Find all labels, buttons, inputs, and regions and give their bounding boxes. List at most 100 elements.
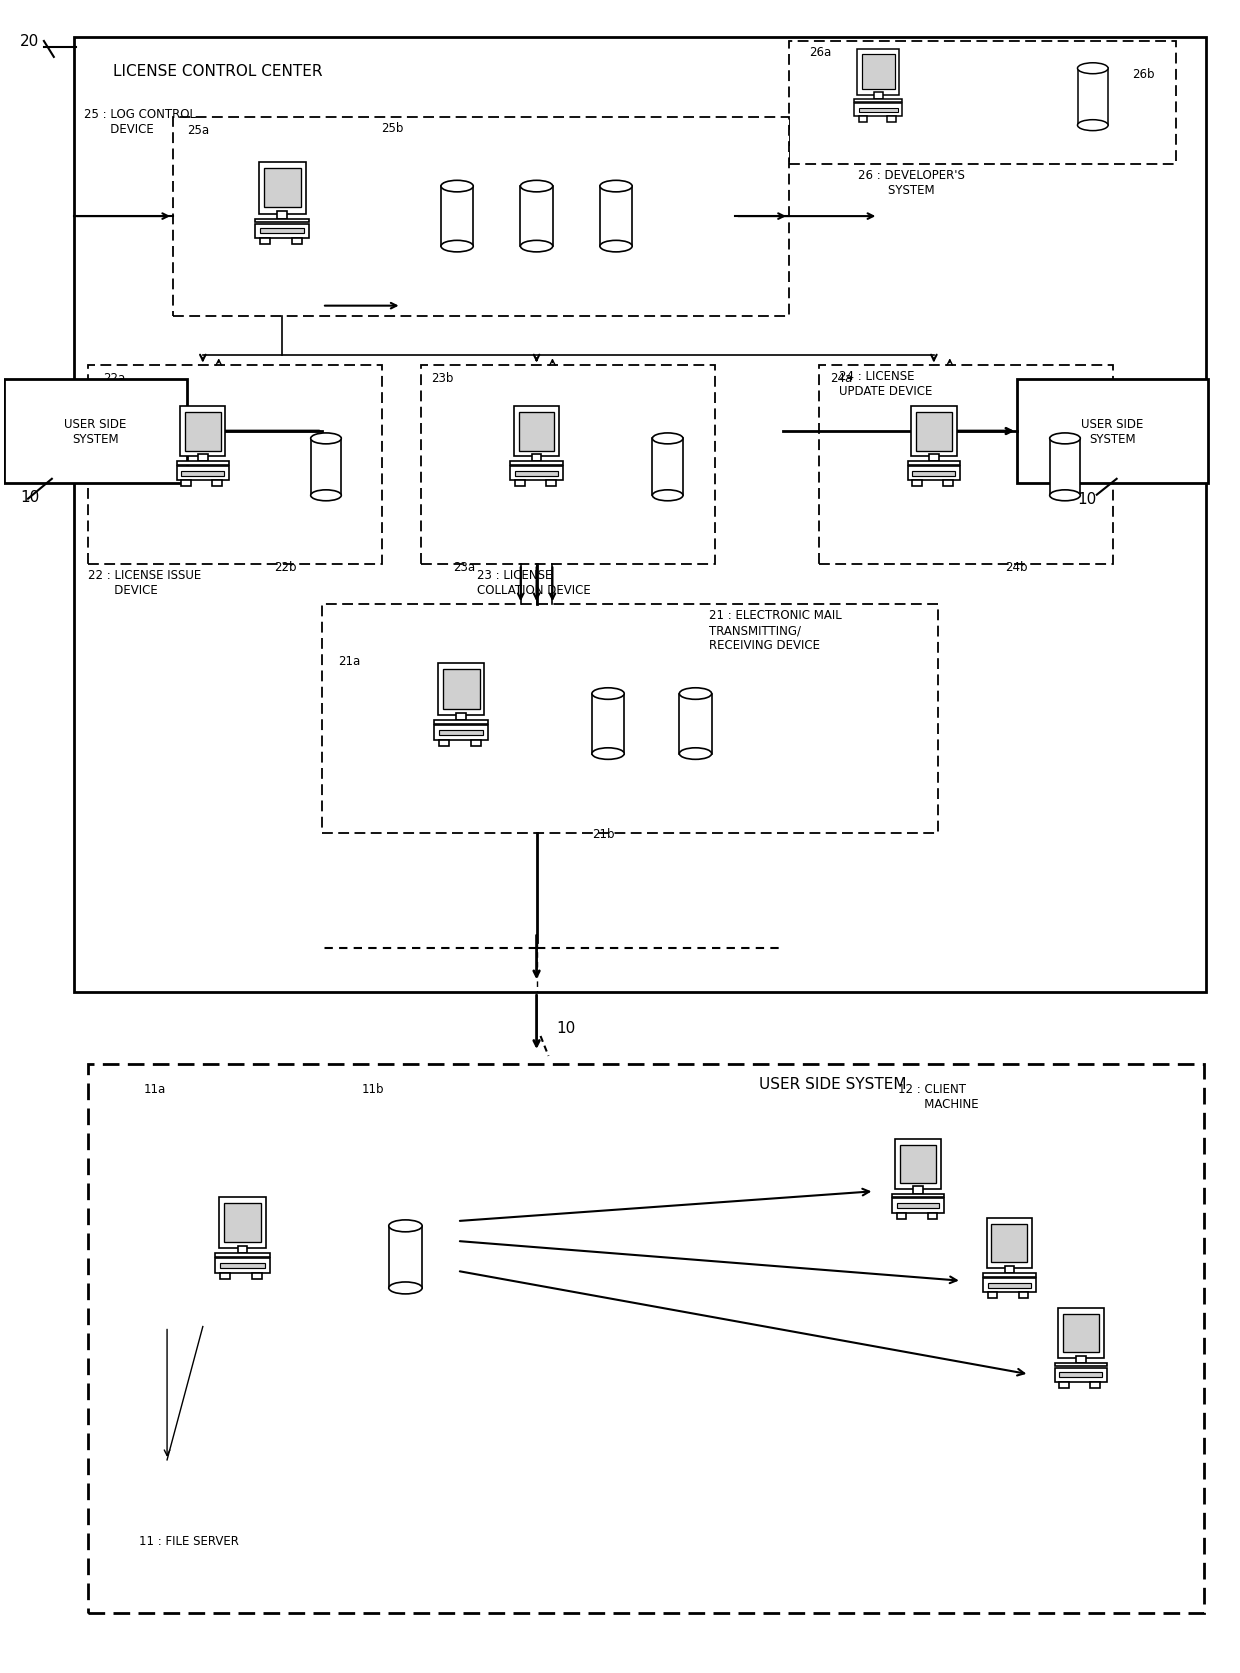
Text: 23a: 23a bbox=[453, 560, 475, 574]
Bar bbox=[219, 1196, 265, 1248]
Ellipse shape bbox=[521, 241, 553, 253]
Text: 12 : CLIENT
       MACHINE: 12 : CLIENT MACHINE bbox=[898, 1082, 978, 1111]
Bar bbox=[185, 413, 221, 452]
Bar bbox=[1059, 1382, 1069, 1389]
Ellipse shape bbox=[389, 1220, 422, 1231]
Bar bbox=[216, 1253, 269, 1258]
Bar bbox=[944, 482, 954, 487]
Bar bbox=[1019, 1293, 1028, 1298]
Bar bbox=[88, 1064, 1204, 1613]
Bar bbox=[858, 117, 867, 122]
Bar bbox=[255, 219, 310, 223]
Bar bbox=[515, 482, 525, 487]
Ellipse shape bbox=[311, 433, 341, 445]
Bar bbox=[513, 407, 559, 457]
Bar bbox=[988, 1283, 1030, 1288]
Bar bbox=[221, 1263, 264, 1268]
Bar bbox=[518, 413, 554, 452]
Text: 26b: 26b bbox=[1132, 69, 1154, 80]
Bar bbox=[434, 726, 489, 741]
Bar bbox=[212, 482, 222, 487]
Bar bbox=[897, 1213, 906, 1220]
Text: USER SIDE SYSTEM: USER SIDE SYSTEM bbox=[759, 1076, 906, 1091]
Ellipse shape bbox=[1050, 433, 1080, 445]
Ellipse shape bbox=[1078, 120, 1109, 132]
Bar bbox=[311, 438, 341, 495]
Bar bbox=[900, 1144, 936, 1183]
Bar bbox=[908, 467, 960, 482]
Bar bbox=[862, 55, 894, 90]
Bar bbox=[181, 482, 191, 487]
Bar bbox=[983, 1273, 1035, 1276]
Bar bbox=[441, 187, 474, 248]
Bar bbox=[854, 104, 903, 117]
Text: 26 : DEVELOPER'S
        SYSTEM: 26 : DEVELOPER'S SYSTEM bbox=[858, 169, 965, 197]
Bar bbox=[916, 413, 952, 452]
Bar bbox=[181, 472, 224, 477]
Bar bbox=[521, 187, 553, 248]
Bar bbox=[176, 467, 229, 482]
Bar bbox=[680, 694, 712, 755]
Bar bbox=[198, 455, 207, 462]
Ellipse shape bbox=[441, 241, 474, 253]
Bar bbox=[515, 472, 558, 477]
Bar bbox=[874, 94, 883, 100]
Bar bbox=[897, 1203, 940, 1208]
Bar bbox=[988, 1293, 997, 1298]
Ellipse shape bbox=[680, 688, 712, 699]
Text: 22a: 22a bbox=[103, 371, 125, 385]
Bar bbox=[255, 224, 310, 239]
Bar bbox=[1004, 1266, 1014, 1273]
Bar bbox=[591, 694, 624, 755]
Bar bbox=[818, 366, 1112, 565]
Ellipse shape bbox=[521, 181, 553, 192]
Text: 10: 10 bbox=[20, 490, 40, 505]
Text: USER SIDE
SYSTEM: USER SIDE SYSTEM bbox=[64, 418, 126, 445]
Bar bbox=[858, 109, 898, 114]
Bar bbox=[983, 1278, 1035, 1293]
Text: 21a: 21a bbox=[339, 654, 360, 668]
Bar bbox=[895, 1139, 941, 1190]
Text: 11b: 11b bbox=[362, 1082, 384, 1096]
Bar bbox=[260, 229, 305, 234]
Ellipse shape bbox=[591, 748, 624, 760]
Bar bbox=[221, 1273, 231, 1280]
Text: 23b: 23b bbox=[432, 371, 454, 385]
Bar bbox=[1063, 1313, 1099, 1352]
Text: 25b: 25b bbox=[382, 122, 404, 134]
Text: 25 : LOG CONTROL
       DEVICE: 25 : LOG CONTROL DEVICE bbox=[83, 107, 196, 136]
Bar bbox=[439, 741, 449, 746]
Bar bbox=[260, 239, 270, 246]
Bar bbox=[471, 741, 481, 746]
Bar bbox=[1090, 1382, 1100, 1389]
Bar bbox=[929, 455, 939, 462]
Bar bbox=[913, 1186, 923, 1195]
Bar bbox=[224, 1203, 262, 1243]
Bar bbox=[1058, 1308, 1104, 1358]
Text: 10: 10 bbox=[1076, 492, 1096, 507]
Bar bbox=[600, 187, 632, 248]
Bar bbox=[546, 482, 556, 487]
Bar bbox=[180, 407, 226, 457]
Bar bbox=[434, 721, 489, 724]
Bar bbox=[278, 212, 288, 219]
Bar bbox=[789, 42, 1177, 166]
Text: 12: 12 bbox=[1009, 1240, 1024, 1251]
Ellipse shape bbox=[1050, 490, 1080, 502]
Bar bbox=[88, 366, 382, 565]
Text: 20: 20 bbox=[20, 35, 40, 50]
Bar bbox=[911, 407, 956, 457]
Ellipse shape bbox=[1078, 64, 1109, 75]
Bar bbox=[992, 1225, 1027, 1263]
Ellipse shape bbox=[311, 490, 341, 502]
Bar bbox=[892, 1198, 944, 1213]
Bar bbox=[1055, 1369, 1107, 1382]
Bar bbox=[913, 482, 923, 487]
Bar bbox=[511, 467, 563, 482]
Bar bbox=[259, 162, 306, 214]
Bar bbox=[322, 606, 937, 833]
Bar bbox=[1059, 1372, 1102, 1377]
Text: 10: 10 bbox=[557, 1021, 575, 1036]
Bar bbox=[511, 462, 563, 465]
Ellipse shape bbox=[680, 748, 712, 760]
